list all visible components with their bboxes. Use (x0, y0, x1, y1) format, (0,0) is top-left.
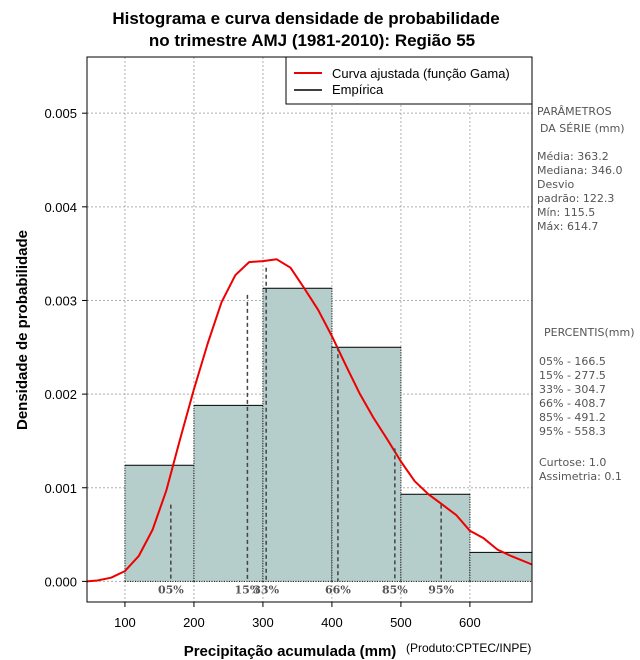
fitted-curve-layer (86, 258, 533, 583)
percentis-line: 05% - 166.5 (539, 355, 606, 368)
x-axis: 100 200 300 400 500 600 (114, 602, 481, 630)
x-tick-label: 600 (459, 615, 481, 630)
legend-box (285, 56, 533, 105)
x-tick-label: 100 (114, 615, 136, 630)
percentis-line: 95% - 558.3 (539, 425, 606, 438)
percentis-line: 66% - 408.7 (539, 397, 606, 410)
percentile-marker-label: 85% (382, 583, 408, 596)
params-heading-2: DA SÉRIE (mm) (540, 122, 625, 135)
percentile-marker-label: 05% (158, 583, 184, 596)
percentis-line: 15% - 277.5 (539, 369, 606, 382)
y-axis-label: Densidade de probabilidade (14, 230, 31, 430)
percentile-marker-label: 95% (428, 583, 454, 596)
params-line: Desvio (537, 178, 575, 191)
x-tick-label: 200 (183, 615, 205, 630)
shape-panel: Curtose: 1.0 Assimetria: 0.1 (539, 456, 622, 483)
chart-title-line2: no trimestre AMJ (1981-2010): Região 55 (149, 31, 475, 50)
fitted-curve (86, 258, 533, 583)
y-tick-label: 0.002 (44, 387, 77, 402)
histogram-bar (400, 494, 470, 582)
y-tick-label: 0.004 (44, 200, 77, 215)
legend-curve-label: Curva ajustada (função Gama) (332, 66, 510, 81)
assimetria-line: Assimetria: 0.1 (539, 470, 622, 483)
params-line: Mediana: 346.0 (537, 164, 622, 177)
histogram-bar (193, 405, 263, 582)
params-line: Máx: 614.7 (537, 220, 598, 233)
params-line: padrão: 122.3 (537, 192, 614, 205)
params-line: Mín: 115.5 (537, 206, 595, 219)
percentile-marker-label: 33% (253, 583, 279, 596)
percentile-marker-label: 15% (235, 583, 261, 596)
legend-empirical-label: Empírica (332, 82, 384, 97)
x-tick-label: 300 (252, 615, 274, 630)
curtose-line: Curtose: 1.0 (539, 456, 606, 469)
histogram-bar (331, 347, 401, 582)
chart-title-line1: Histograma e curva densidade de probabil… (112, 9, 499, 28)
credit-label: (Produto:CPTEC/INPE) (406, 641, 531, 655)
y-tick-label: 0.005 (44, 106, 77, 121)
y-tick-label: 0.001 (44, 481, 77, 496)
series-parameters-panel: PARÂMETROS DA SÉRIE (mm) Média: 363.2 Me… (537, 105, 625, 233)
y-tick-label: 0.003 (44, 293, 77, 308)
histogram-bar (469, 552, 532, 582)
x-axis-label: Precipitação acumulada (mm) (184, 643, 397, 660)
percentile-markers: 05% 15%33% 66% 85% 95% (158, 267, 455, 596)
x-tick-label: 500 (390, 615, 412, 630)
percentile-marker-label: 66% (325, 583, 351, 596)
y-tick-label: 0.000 (44, 574, 77, 589)
histogram-bars (124, 287, 532, 582)
params-heading-1: PARÂMETROS (537, 105, 612, 118)
percentis-line: 85% - 491.2 (539, 411, 606, 424)
histogram-bar (124, 465, 194, 582)
y-axis: 0.000 0.001 0.002 0.003 0.004 0.005 (44, 106, 87, 589)
histogram-bar (262, 288, 332, 582)
params-line: Média: 363.2 (537, 150, 609, 163)
percentis-panel: PERCENTIS(mm) 05% - 166.5 15% - 277.5 33… (539, 326, 635, 438)
percentis-heading: PERCENTIS(mm) (544, 326, 635, 339)
legend: Curva ajustada (função Gama) Empírica (285, 56, 533, 105)
x-tick-label: 400 (321, 615, 343, 630)
percentis-line: 33% - 304.7 (539, 383, 606, 396)
